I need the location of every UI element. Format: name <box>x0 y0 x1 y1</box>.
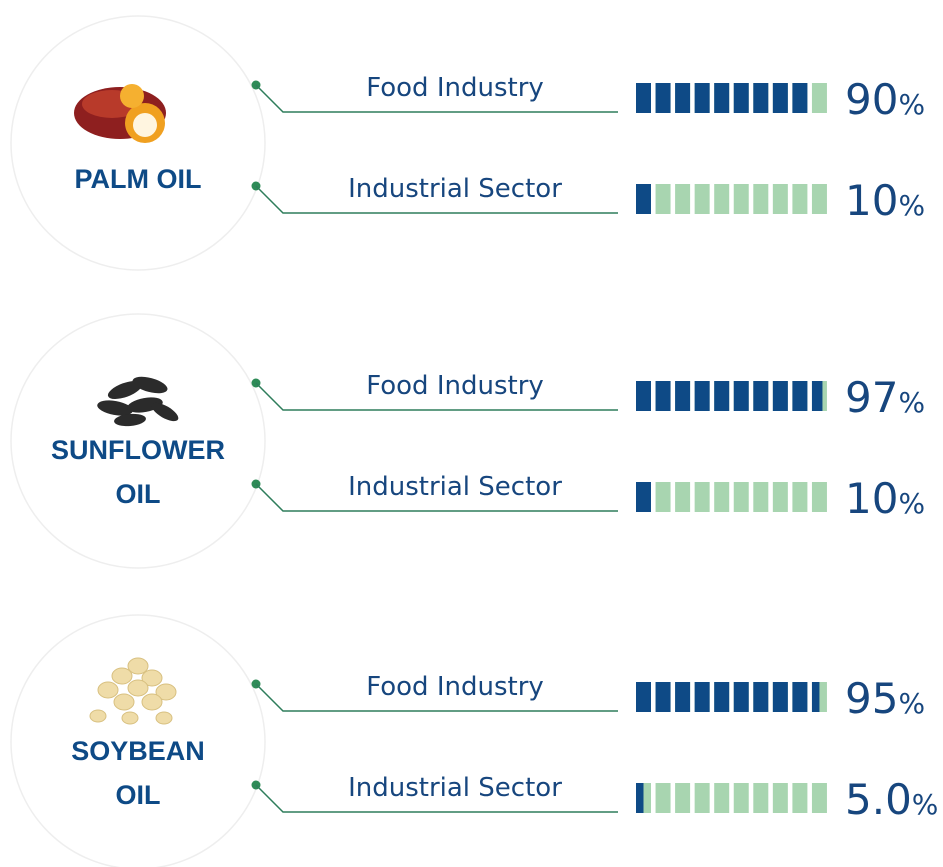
percent-label: 10% <box>845 176 925 225</box>
bar-segment-fill <box>636 482 651 512</box>
bar-segment-bg <box>811 482 827 512</box>
bar-segment-fill <box>675 682 691 712</box>
bar-segment-fill <box>655 381 671 411</box>
bar-segment-bg <box>753 783 769 813</box>
bar-segment-fill <box>694 682 710 712</box>
percent-bar <box>636 381 827 411</box>
bar-segment-fill <box>733 381 749 411</box>
bar-segment-bg <box>733 184 749 214</box>
sunflower-seed-icon <box>97 376 179 427</box>
use-label: Food Industry <box>366 371 544 401</box>
percent-label: 95% <box>845 674 925 723</box>
bar-segment-bg <box>694 783 710 813</box>
bar-segment-bg <box>792 184 808 214</box>
oil-badge <box>10 15 266 271</box>
bar-segment-fill <box>714 381 730 411</box>
soybean-icon <box>89 657 177 725</box>
bar-segment-bg <box>811 83 827 113</box>
bar-segment-fill <box>655 682 671 712</box>
bar-segment-bg <box>694 184 710 214</box>
connector-line <box>255 382 618 411</box>
bar-segment-fill <box>811 682 820 712</box>
bar-segment-fill <box>636 381 651 411</box>
bar-segment-bg <box>792 783 808 813</box>
use-label: Industrial Sector <box>348 174 562 204</box>
bar-segment-bg <box>811 184 827 214</box>
connector-line <box>255 84 618 113</box>
percent-bar <box>636 783 827 813</box>
bar-segment-fill <box>811 381 823 411</box>
bar-segment-bg <box>753 482 769 512</box>
bar-segment-bg <box>655 482 671 512</box>
percent-label: 97% <box>845 373 925 422</box>
oil-badge <box>10 614 266 867</box>
oil-name: SUNFLOWER <box>51 435 225 465</box>
connector-line <box>255 683 618 712</box>
bar-segment-fill <box>733 682 749 712</box>
percent-bar <box>636 184 827 214</box>
bar-segment-bg <box>714 783 730 813</box>
bar-segment-fill <box>772 83 788 113</box>
percent-label: 90% <box>845 75 925 124</box>
bar-segment-fill <box>675 83 691 113</box>
oil-name: PALM OIL <box>75 164 202 194</box>
bar-segment-bg <box>733 482 749 512</box>
percent-label: 10% <box>845 474 925 523</box>
bar-segment-bg <box>675 783 691 813</box>
bar-segment-fill <box>636 682 651 712</box>
bar-segment-fill <box>772 682 788 712</box>
bar-segment-bg <box>694 482 710 512</box>
bar-segment-bg <box>733 783 749 813</box>
bar-segment-fill <box>792 381 808 411</box>
bar-segment-fill <box>772 381 788 411</box>
connector-line <box>255 784 618 813</box>
bar-segment-bg <box>772 184 788 214</box>
bar-segment-fill <box>733 83 749 113</box>
connector-line <box>255 483 618 512</box>
bar-segment-bg <box>655 184 671 214</box>
bar-segment-fill <box>753 83 769 113</box>
oil-badge <box>10 313 266 569</box>
percent-label: 5.0% <box>845 775 938 824</box>
connector-line <box>255 185 618 214</box>
bar-segment-fill <box>636 783 644 813</box>
oil-name: SOYBEAN <box>71 736 205 766</box>
bar-segment-fill <box>792 83 808 113</box>
palm-icon <box>74 84 166 143</box>
bar-segment-fill <box>714 682 730 712</box>
use-label: Industrial Sector <box>348 773 562 803</box>
bar-segment-bg <box>714 184 730 214</box>
bar-segment-bg <box>655 783 671 813</box>
bar-segment-fill <box>675 381 691 411</box>
percent-bar <box>636 682 827 712</box>
bar-segment-fill <box>753 682 769 712</box>
percent-bar <box>636 482 827 512</box>
use-label: Industrial Sector <box>348 472 562 502</box>
bar-segment-bg <box>675 482 691 512</box>
bar-segment-bg <box>772 482 788 512</box>
bar-segment-bg <box>714 482 730 512</box>
bar-segment-bg <box>753 184 769 214</box>
bar-segment-bg <box>675 184 691 214</box>
bar-segment-fill <box>792 682 808 712</box>
bar-segment-fill <box>636 83 651 113</box>
bar-segment-fill <box>753 381 769 411</box>
bar-segment-fill <box>714 83 730 113</box>
bar-segment-bg <box>792 482 808 512</box>
use-label: Food Industry <box>366 73 544 103</box>
bar-segment-bg <box>811 783 827 813</box>
bar-segment-fill <box>655 83 671 113</box>
bar-segment-bg <box>772 783 788 813</box>
bar-segment-fill <box>694 381 710 411</box>
bar-segment-fill <box>636 184 651 214</box>
oil-name: OIL <box>116 479 161 509</box>
use-label: Food Industry <box>366 672 544 702</box>
percent-bar <box>636 83 827 113</box>
bar-segment-fill <box>694 83 710 113</box>
oil-name: OIL <box>116 780 161 810</box>
